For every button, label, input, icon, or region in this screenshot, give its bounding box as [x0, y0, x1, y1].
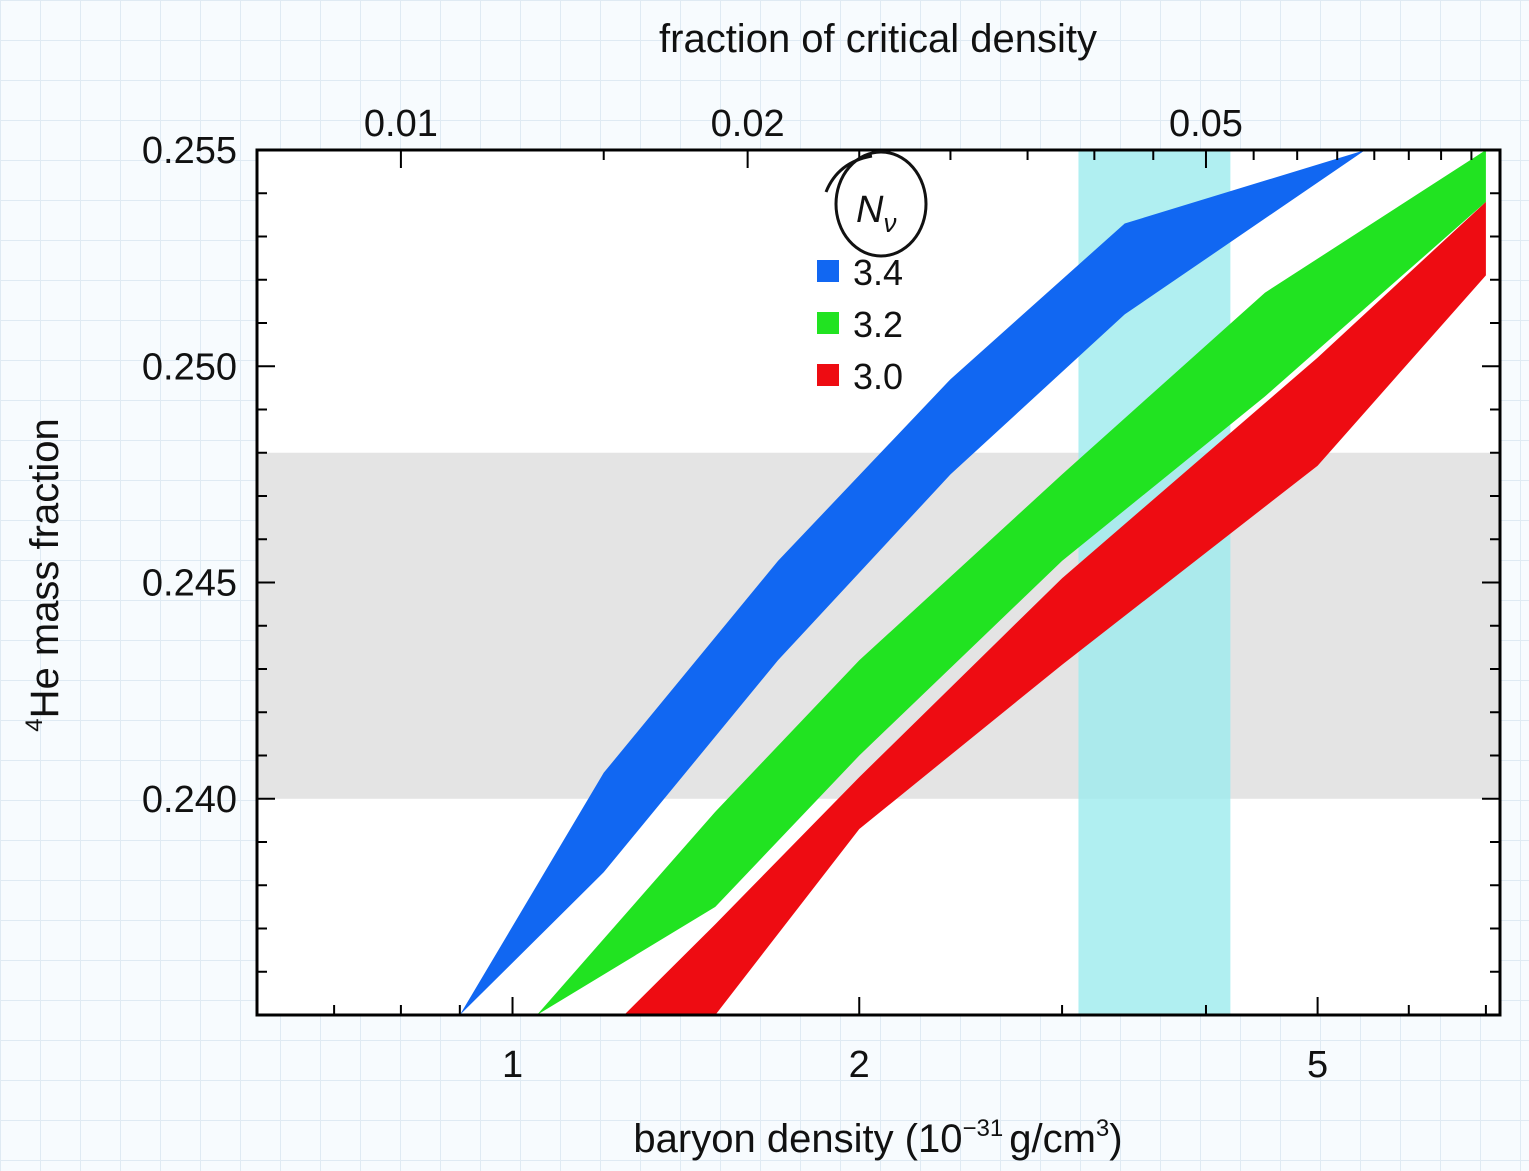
legend: Nν 3.4 3.2 3.0	[817, 150, 928, 397]
x-axis-title-main: baryon density (10	[633, 1117, 962, 1161]
legend-label: 3.0	[853, 356, 903, 397]
y-tick-label: 0.240	[142, 779, 237, 821]
y-axis-title-superscript: 4	[21, 718, 48, 731]
legend-swatch	[817, 312, 839, 334]
x-axis-title-end: )	[1109, 1117, 1122, 1161]
legend-label: 3.2	[853, 304, 903, 345]
legend-title-circle	[834, 150, 928, 258]
legend-title-circle-tail	[824, 154, 873, 193]
y-tick-label: 0.255	[142, 130, 237, 172]
y-tick-label: 0.245	[142, 563, 237, 605]
legend-title-main: N	[856, 189, 884, 231]
top-tick-label: 0.01	[364, 103, 438, 145]
x-tick-label: 2	[849, 1044, 870, 1086]
legend-label: 3.4	[853, 252, 903, 293]
legend-swatch	[817, 364, 839, 386]
x-axis-title: baryon density (10−31 g/cm3)	[633, 1115, 1122, 1161]
x-tick-label: 5	[1307, 1044, 1328, 1086]
plot-frame	[255, 148, 1502, 1017]
series-band-3-2	[536, 150, 1486, 1015]
legend-items: 3.4 3.2 3.0	[817, 252, 903, 397]
y-tick-label: 0.250	[142, 346, 237, 388]
y-axis-title: 4He mass fraction	[21, 418, 67, 731]
series-bands	[459, 150, 1486, 1015]
series-band-3-0	[624, 201, 1486, 1015]
axis-ticks: 0.255 0.250 0.245 0.240 1 2 5 0.01 0.02 0.05	[142, 103, 1500, 1086]
legend-swatch	[817, 260, 839, 282]
x-axis-title-unit: g/cm	[1009, 1117, 1096, 1161]
x-axis-title-exponent: −31	[963, 1115, 1004, 1142]
top-tick-label: 0.05	[1169, 103, 1243, 145]
legend-title: Nν	[856, 189, 896, 238]
legend-title-subscript: ν	[883, 208, 896, 238]
top-axis-title: fraction of critical density	[659, 17, 1097, 61]
y-axis-title-main: He mass fraction	[23, 418, 67, 718]
x-axis-title-exponent-2: 3	[1096, 1115, 1109, 1142]
top-tick-label: 0.02	[711, 103, 785, 145]
x-tick-label: 1	[502, 1044, 523, 1086]
